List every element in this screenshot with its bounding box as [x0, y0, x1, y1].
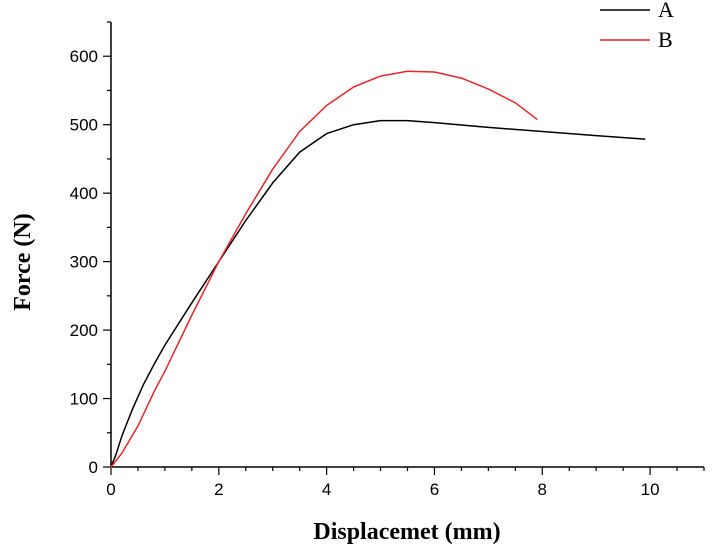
- legend-label-A: A: [658, 0, 674, 22]
- series-A-line: [110, 119, 646, 468]
- series-B-line: [110, 70, 538, 468]
- series-group: [110, 70, 646, 468]
- y-tick-label: 0: [89, 458, 98, 477]
- y-tick-label: 400: [70, 184, 98, 203]
- x-tick-label: 0: [106, 480, 115, 499]
- y-tick-label: 300: [70, 253, 98, 272]
- y-tick-label: 100: [70, 390, 98, 409]
- x-axis-title: Displacemet (mm): [313, 519, 500, 545]
- x-tick-label: 10: [641, 480, 660, 499]
- axes: [110, 22, 704, 468]
- y-tick-label: 200: [70, 321, 98, 340]
- y-tick-label: 500: [70, 116, 98, 135]
- y-axis-title: Force (N): [10, 213, 36, 311]
- x-tick-label: 4: [322, 480, 331, 499]
- x-tick-label: 8: [538, 480, 547, 499]
- legend-label-B: B: [658, 27, 673, 52]
- y-tick-label: 600: [70, 47, 98, 66]
- x-tick-label: 6: [430, 480, 439, 499]
- x-tick-label: 2: [214, 480, 223, 499]
- legend: AB: [600, 0, 674, 52]
